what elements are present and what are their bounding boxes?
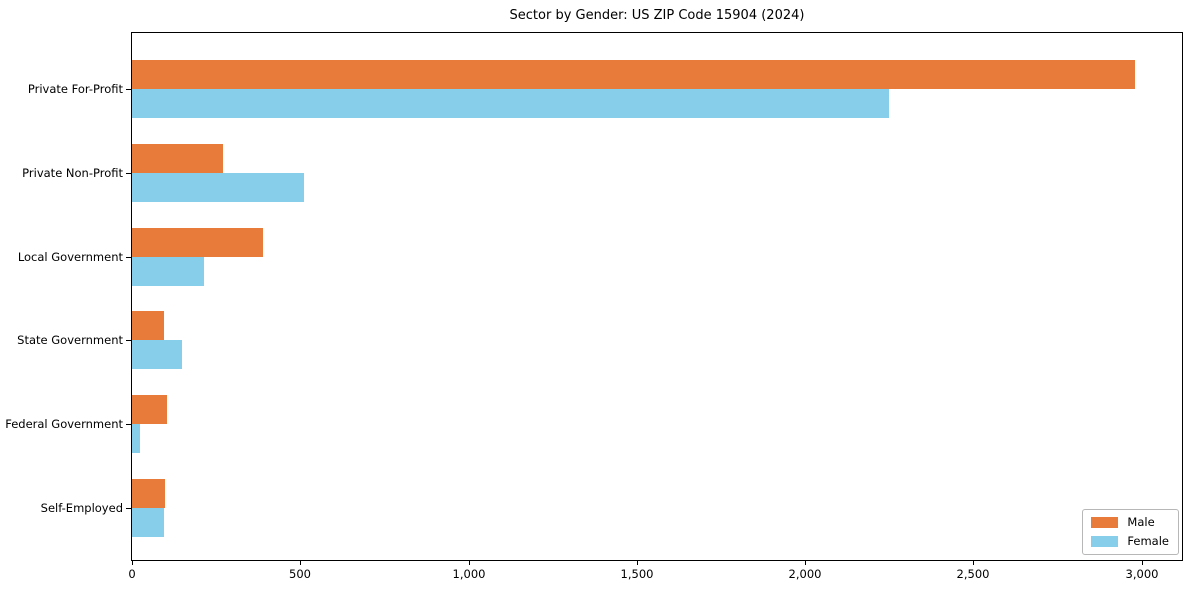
x-tick-2500 xyxy=(973,561,974,565)
legend-swatch-icon-male xyxy=(1091,517,1119,528)
plot-area: Private For-Profit Private Non-Profit Loca… xyxy=(5,32,1183,581)
bar-male-self-employed xyxy=(132,479,165,508)
x-tick-label-3000: 3,000 xyxy=(1125,567,1159,581)
bar-male-private-for-profit xyxy=(132,60,1135,89)
bar-male-federal-government xyxy=(132,395,167,425)
y-tick-state-government xyxy=(126,340,131,342)
legend: Male Female xyxy=(1082,509,1179,555)
x-tick-label-1000: 1,000 xyxy=(452,567,486,581)
x-tick-0 xyxy=(132,561,133,565)
legend-label-male: Male xyxy=(1127,515,1155,529)
legend-swatch-icon-female xyxy=(1091,536,1119,547)
bar-female-local-government xyxy=(132,256,204,286)
bar-female-self-employed xyxy=(132,508,164,537)
category-label-local-government: Local Government xyxy=(17,249,123,264)
bar-female-private-for-profit xyxy=(132,89,889,118)
bar-female-federal-government xyxy=(132,424,140,454)
category-label-private-non-profit: Private Non-Profit xyxy=(22,165,123,180)
x-tick-1500 xyxy=(637,561,638,565)
x-tick-label-0: 0 xyxy=(128,567,136,581)
x-tick-label-1500: 1,500 xyxy=(620,567,654,581)
y-tick-private-for-profit xyxy=(126,89,131,90)
x-tick-1000 xyxy=(469,561,470,565)
x-tick-label-500: 500 xyxy=(289,567,311,581)
legend-label-female: Female xyxy=(1127,534,1169,548)
x-tick-label-2000: 2,000 xyxy=(788,567,822,581)
bar-male-private-non-profit xyxy=(132,143,223,173)
bar-female-private-non-profit xyxy=(132,172,304,202)
y-tick-local-government xyxy=(126,256,131,258)
y-tick-private-non-profit xyxy=(126,172,131,174)
x-tick-3000 xyxy=(1142,561,1143,565)
category-label-private-for-profit: Private For-Profit xyxy=(27,82,123,96)
y-tick-self-employed xyxy=(126,508,131,509)
bar-male-local-government xyxy=(132,227,263,257)
x-tick-2000 xyxy=(805,561,806,565)
y-tick-federal-government xyxy=(126,424,131,426)
category-label-federal-government: Federal Government xyxy=(5,417,123,432)
category-label-self-employed: Self-Employed xyxy=(40,501,123,515)
x-tick-500 xyxy=(300,561,301,565)
legend-item-female: Female xyxy=(1091,535,1169,548)
legend-item-male: Male xyxy=(1091,516,1169,529)
bar-female-state-government xyxy=(132,340,182,370)
category-label-state-government: State Government xyxy=(17,333,123,348)
x-tick-label-2500: 2,500 xyxy=(956,567,990,581)
bar-male-state-government xyxy=(132,311,164,341)
chart-title: Sector by Gender: US ZIP Code 15904 (202… xyxy=(509,8,805,23)
